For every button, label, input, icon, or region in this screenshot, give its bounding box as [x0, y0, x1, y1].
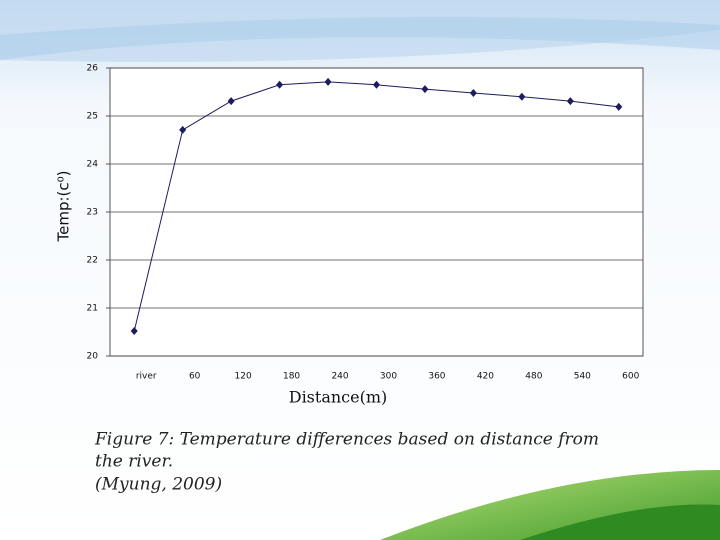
marker	[324, 77, 332, 86]
marker	[227, 97, 235, 106]
caption: (Myung, 2009)	[95, 475, 222, 495]
x-tick-label: 480	[525, 372, 542, 382]
y-axis-label: Temp:(c⁰)	[55, 171, 73, 243]
x-tick-label: 120	[235, 372, 252, 382]
y-tick-label: 20	[87, 352, 99, 362]
marker	[615, 102, 623, 111]
x-tick-label: 360	[428, 372, 445, 382]
marker	[276, 80, 284, 89]
x-tick-label: 420	[477, 372, 494, 382]
x-tick-label: 540	[574, 372, 591, 382]
marker	[566, 97, 574, 106]
y-tick-label: 24	[87, 160, 99, 170]
x-tick-label: 60	[189, 372, 201, 382]
y-tick-label: 26	[87, 64, 99, 74]
y-tick-label: 21	[87, 304, 98, 314]
marker	[518, 92, 526, 101]
hill	[520, 504, 720, 540]
x-tick-label: river	[136, 372, 157, 382]
caption: the river.	[95, 452, 173, 472]
x-axis-label: Distance(m)	[289, 388, 388, 407]
marker	[421, 85, 429, 94]
y-tick-label: 23	[87, 208, 98, 218]
sky-streak	[0, 17, 720, 60]
marker	[373, 80, 380, 89]
y-tick-label: 22	[87, 256, 98, 266]
x-tick-label: 180	[283, 372, 300, 382]
marker	[130, 327, 138, 336]
x-tick-label: 240	[331, 372, 348, 382]
marker	[179, 125, 187, 134]
x-tick-label: 300	[380, 372, 397, 382]
marker	[469, 88, 477, 97]
caption: Figure 7: Temperature differences based …	[94, 430, 599, 450]
x-tick-label: 600	[622, 372, 639, 382]
y-tick-label: 25	[87, 112, 98, 122]
